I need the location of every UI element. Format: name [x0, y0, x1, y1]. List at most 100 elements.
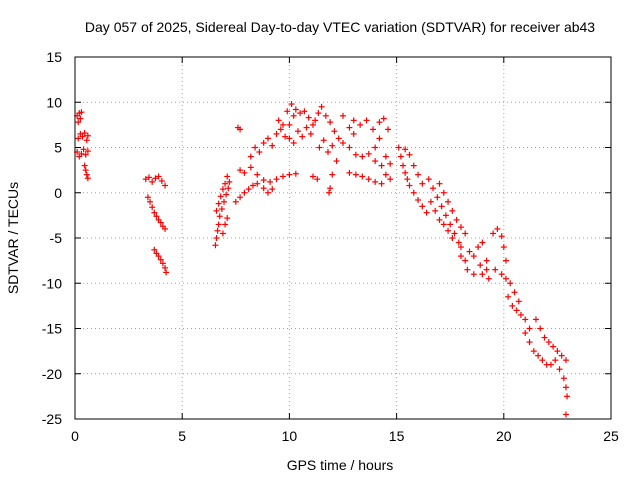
- data-point: [157, 219, 164, 226]
- data-point: [376, 119, 383, 126]
- data-point: [535, 352, 542, 359]
- data-point: [352, 171, 359, 178]
- data-point: [423, 209, 430, 216]
- data-point: [292, 170, 299, 177]
- data-point: [292, 106, 299, 113]
- data-point: [457, 224, 464, 231]
- data-point: [445, 198, 452, 205]
- data-point: [307, 130, 314, 137]
- data-point: [149, 204, 156, 211]
- data-point: [316, 144, 323, 151]
- data-point: [222, 221, 229, 228]
- data-point: [260, 185, 267, 192]
- data-point: [562, 384, 569, 391]
- data-point: [522, 330, 529, 337]
- data-point: [357, 121, 364, 128]
- data-point: [485, 275, 492, 282]
- data-point: [309, 173, 316, 180]
- data-point: [142, 176, 149, 183]
- y-tick-label: -10: [42, 275, 62, 291]
- data-point: [346, 169, 353, 176]
- data-point: [547, 361, 554, 368]
- data-point: [498, 271, 505, 278]
- data-point: [378, 162, 385, 169]
- data-point: [326, 189, 333, 196]
- data-point: [254, 171, 261, 178]
- data-point: [453, 216, 460, 223]
- data-point: [451, 230, 458, 237]
- data-point: [81, 130, 88, 137]
- data-point: [395, 144, 402, 151]
- data-point: [406, 182, 413, 189]
- data-point: [294, 128, 301, 135]
- data-point: [273, 130, 280, 137]
- data-point: [402, 169, 409, 176]
- x-axis-label: GPS time / hours: [287, 457, 394, 473]
- y-tick-label: -20: [42, 366, 62, 382]
- data-point: [147, 198, 154, 205]
- data-point: [322, 112, 329, 119]
- data-point: [157, 256, 164, 263]
- data-point: [526, 325, 533, 332]
- data-point: [320, 137, 327, 144]
- data-point: [77, 115, 84, 122]
- data-point: [387, 176, 394, 183]
- data-point: [462, 257, 469, 264]
- data-point: [560, 375, 567, 382]
- data-point: [214, 227, 221, 234]
- data-point: [315, 110, 322, 117]
- data-point: [440, 221, 447, 228]
- x-tick-label: 0: [71, 428, 79, 444]
- data-point: [226, 178, 233, 185]
- data-point: [222, 180, 229, 187]
- data-point: [470, 253, 477, 260]
- data-point: [365, 176, 372, 183]
- data-point: [297, 110, 304, 117]
- data-point: [464, 266, 471, 273]
- data-point: [81, 162, 88, 169]
- data-point: [213, 235, 220, 241]
- data-point: [305, 114, 312, 121]
- data-point: [144, 194, 151, 201]
- data-point: [212, 242, 219, 249]
- data-point: [279, 121, 286, 128]
- data-point: [492, 266, 499, 273]
- data-point: [502, 257, 509, 264]
- data-point: [419, 203, 426, 210]
- data-point: [530, 348, 537, 355]
- data-point: [145, 174, 152, 181]
- data-point: [335, 135, 342, 142]
- y-tick-label: 5: [54, 140, 62, 156]
- data-point: [370, 126, 377, 133]
- data-point: [303, 124, 310, 131]
- data-points: [74, 101, 571, 418]
- data-point: [84, 175, 91, 182]
- data-point: [159, 260, 166, 267]
- data-point: [483, 257, 490, 264]
- data-point: [327, 119, 334, 126]
- data-point: [350, 130, 357, 137]
- x-tick-label: 5: [178, 428, 186, 444]
- data-point: [219, 230, 226, 237]
- data-point: [84, 148, 91, 155]
- data-point: [162, 264, 169, 271]
- data-point: [264, 189, 271, 196]
- x-tick-label: 15: [389, 428, 405, 444]
- data-point: [494, 225, 501, 232]
- data-point: [252, 144, 259, 151]
- data-point: [532, 316, 539, 323]
- data-point: [466, 248, 473, 255]
- data-point: [78, 109, 85, 116]
- data-point: [404, 176, 411, 183]
- data-point: [331, 128, 338, 135]
- data-point: [346, 144, 353, 151]
- data-point: [509, 302, 516, 309]
- y-tick-label: -5: [50, 230, 63, 246]
- axis-ticks: [74, 56, 612, 420]
- data-point: [237, 167, 244, 174]
- y-axis-label: SDTVAR / TECUs: [5, 182, 21, 294]
- data-point: [346, 124, 353, 131]
- data-point: [502, 275, 509, 282]
- data-point: [402, 146, 409, 153]
